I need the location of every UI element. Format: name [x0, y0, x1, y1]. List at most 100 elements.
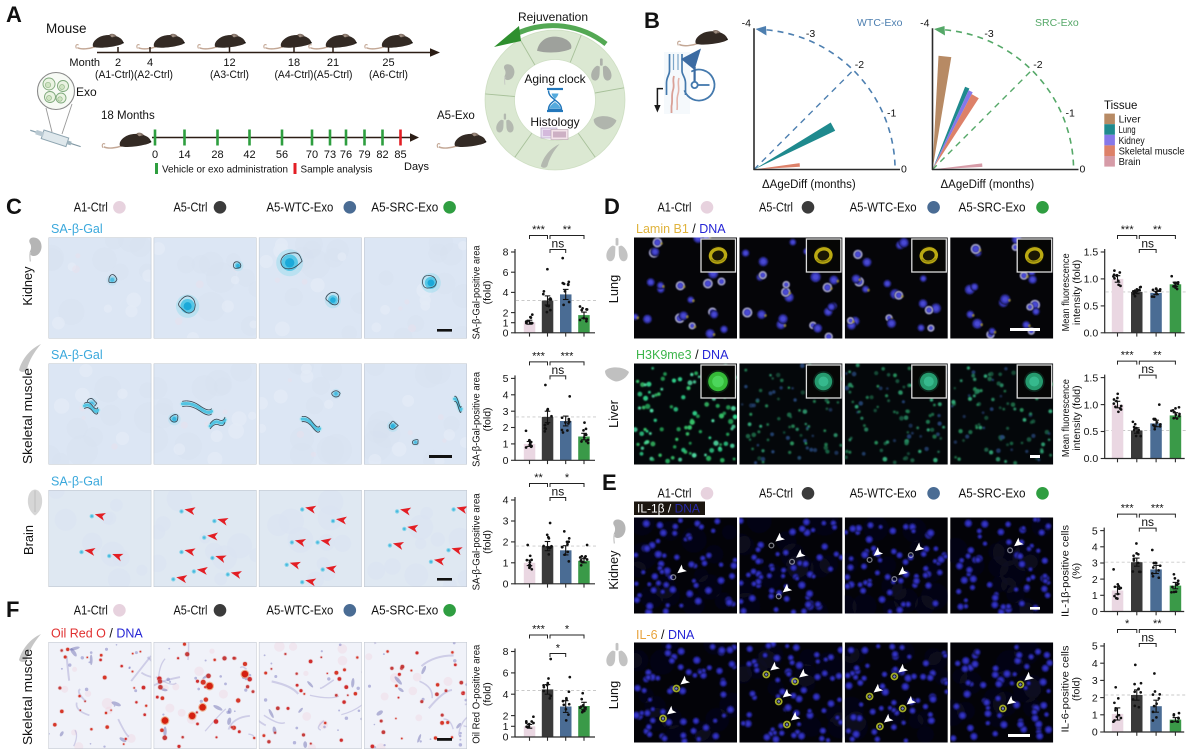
svg-text:-1: -1 [1066, 108, 1075, 120]
svg-text:0.0: 0.0 [1084, 328, 1099, 340]
svg-text:Lung: Lung [1119, 124, 1136, 136]
svg-text:8: 8 [503, 646, 509, 658]
svg-text:ns: ns [1141, 237, 1154, 251]
svg-text:*: * [565, 472, 570, 484]
svg-text:Oil Red O / DNA: Oil Red O / DNA [51, 627, 143, 641]
svg-text:25: 25 [382, 57, 394, 69]
svg-text:Lung: Lung [606, 681, 621, 709]
svg-text:A5-SRC-Exo: A5-SRC-Exo [959, 200, 1026, 215]
svg-text:21: 21 [327, 57, 339, 69]
svg-text:1.0: 1.0 [1084, 399, 1099, 411]
svg-text:2: 2 [503, 307, 509, 319]
svg-text:76: 76 [340, 149, 352, 161]
svg-text:*: * [565, 624, 570, 636]
svg-text:6: 6 [503, 267, 509, 279]
svg-text:**: ** [534, 472, 543, 484]
svg-text:28: 28 [211, 149, 223, 161]
svg-text:-4: -4 [742, 18, 751, 30]
svg-text:***: *** [532, 624, 546, 636]
svg-text:-3: -3 [984, 28, 993, 40]
svg-text:4: 4 [503, 689, 509, 701]
svg-text:SA-β-Gal-positive area: SA-β-Gal-positive area [471, 372, 483, 467]
svg-text:***: *** [1121, 350, 1135, 362]
svg-text:Exo: Exo [76, 85, 97, 99]
svg-text:*: * [1125, 618, 1130, 630]
svg-text:0: 0 [1092, 606, 1098, 618]
svg-text:A5-Ctrl: A5-Ctrl [174, 603, 208, 618]
svg-text:1: 1 [1092, 710, 1098, 722]
svg-text:A5-WTC-Exo: A5-WTC-Exo [266, 603, 333, 618]
svg-text:5: 5 [1092, 525, 1098, 537]
svg-text:5: 5 [503, 373, 509, 385]
svg-text:ns: ns [552, 237, 565, 251]
svg-text:-4: -4 [920, 18, 929, 30]
svg-text:(%): (%) [1071, 563, 1083, 579]
svg-text:A1-Ctrl: A1-Ctrl [74, 200, 108, 215]
svg-text:(fold): (fold) [482, 407, 494, 431]
svg-text:4: 4 [1092, 658, 1098, 670]
svg-text:(fold): (fold) [482, 280, 494, 304]
svg-text:8: 8 [503, 247, 509, 259]
svg-text:C: C [6, 194, 22, 219]
svg-text:Mean fluorescence: Mean fluorescence [1060, 379, 1072, 457]
svg-text:4: 4 [147, 57, 153, 69]
svg-text:2: 2 [115, 57, 121, 69]
svg-text:A5-WTC-Exo: A5-WTC-Exo [266, 200, 333, 215]
svg-text:ΔAgeDiff (months): ΔAgeDiff (months) [762, 179, 856, 191]
svg-text:SA-β-Gal: SA-β-Gal [51, 348, 103, 362]
svg-text:Kidney: Kidney [20, 266, 35, 306]
svg-text:**: ** [1153, 350, 1162, 362]
svg-text:A5-SRC-Exo: A5-SRC-Exo [371, 200, 438, 215]
svg-text:56: 56 [276, 149, 288, 161]
svg-text:1: 1 [503, 317, 509, 329]
svg-text:E: E [602, 470, 617, 495]
svg-text:0: 0 [503, 455, 509, 467]
svg-text:(fold): (fold) [482, 530, 494, 554]
svg-text:-2: -2 [855, 59, 864, 71]
svg-text:-2: -2 [1033, 59, 1042, 71]
svg-text:(A5-Ctrl): (A5-Ctrl) [314, 69, 353, 81]
svg-text:SA-β-Gal-positive area: SA-β-Gal-positive area [471, 493, 483, 590]
svg-text:D: D [604, 194, 620, 219]
svg-text:Month: Month [69, 57, 100, 69]
svg-text:F: F [6, 597, 19, 622]
svg-text:2: 2 [503, 710, 509, 722]
svg-text:1.0: 1.0 [1084, 274, 1099, 286]
svg-text:3: 3 [503, 406, 509, 418]
svg-text:Rejuvenation: Rejuvenation [518, 10, 588, 24]
svg-text:IL-6 / DNA: IL-6 / DNA [636, 628, 695, 642]
svg-text:***: *** [532, 350, 546, 362]
svg-text:(A1-Ctrl)(A2-Ctrl): (A1-Ctrl)(A2-Ctrl) [95, 69, 173, 81]
svg-text:B: B [644, 8, 660, 33]
svg-text:ns: ns [552, 363, 565, 377]
svg-text:IL-1β-positive cells: IL-1β-positive cells [1060, 525, 1072, 617]
svg-text:**: ** [563, 224, 572, 236]
svg-text:(fold): (fold) [482, 682, 494, 706]
svg-text:H3K9me3 / DNA: H3K9me3 / DNA [636, 348, 729, 362]
svg-text:A5-Ctrl: A5-Ctrl [759, 486, 793, 501]
svg-text:Skeletal muscle: Skeletal muscle [20, 368, 35, 464]
svg-text:12: 12 [223, 57, 235, 69]
svg-text:intensity (fold): intensity (fold) [1071, 385, 1083, 450]
svg-text:18: 18 [288, 57, 300, 69]
svg-text:4: 4 [503, 495, 509, 507]
svg-text:ns: ns [1141, 631, 1154, 645]
svg-text:79: 79 [358, 149, 370, 161]
svg-text:1: 1 [503, 439, 509, 451]
svg-text:2: 2 [503, 537, 509, 549]
svg-text:intensity (fold): intensity (fold) [1071, 260, 1083, 325]
svg-text:1: 1 [1092, 590, 1098, 602]
svg-text:A5-Ctrl: A5-Ctrl [174, 200, 208, 215]
svg-text:ns: ns [1141, 515, 1154, 529]
svg-text:1: 1 [503, 721, 509, 733]
svg-text:***: *** [1121, 503, 1135, 515]
svg-text:6: 6 [503, 668, 509, 680]
svg-text:-3: -3 [806, 28, 815, 40]
svg-text:ns: ns [552, 485, 565, 499]
svg-text:ns: ns [1141, 362, 1154, 376]
svg-text:73: 73 [324, 149, 336, 161]
svg-text:*: * [556, 643, 561, 655]
svg-text:Liver: Liver [1119, 114, 1141, 126]
svg-text:0.5: 0.5 [1084, 301, 1099, 313]
svg-text:**: ** [1153, 224, 1162, 236]
